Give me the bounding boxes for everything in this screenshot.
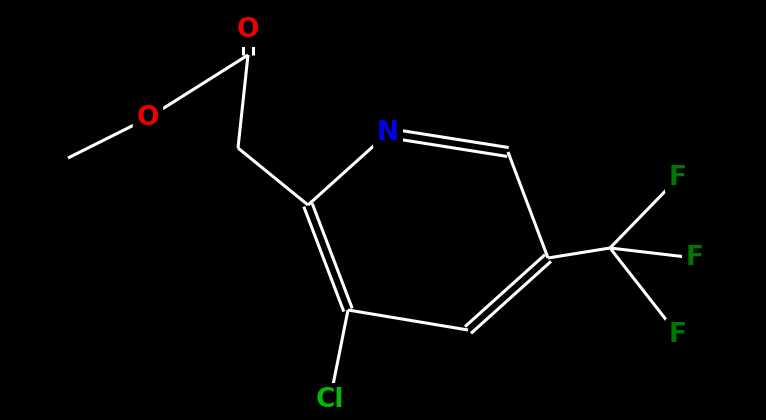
Text: O: O — [137, 105, 159, 131]
Text: O: O — [237, 17, 259, 43]
Text: N: N — [377, 120, 399, 146]
Text: F: F — [686, 245, 704, 271]
Text: F: F — [669, 322, 687, 348]
Text: Cl: Cl — [316, 387, 344, 413]
Text: F: F — [669, 165, 687, 191]
